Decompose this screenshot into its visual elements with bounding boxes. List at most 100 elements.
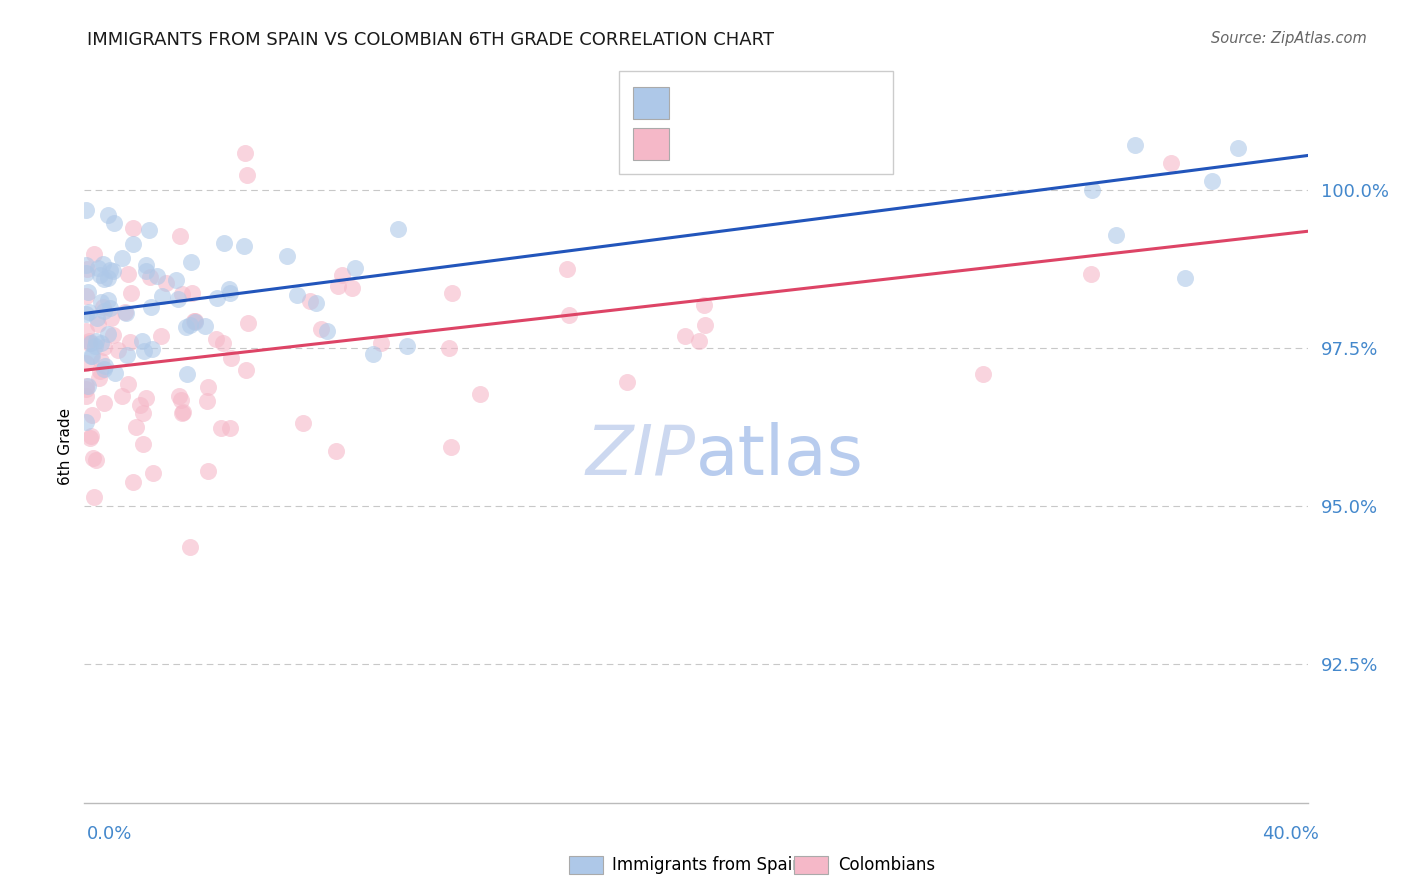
Point [305, 295, 328, 310]
Point [135, 391, 157, 405]
Point [101, 328, 124, 343]
Point [117, 348, 139, 362]
Point [82, 450, 104, 465]
Point [90, 354, 112, 368]
Point [75, 266, 97, 280]
Point [370, 336, 392, 351]
Point [332, 268, 354, 282]
Point [125, 420, 148, 434]
Point [101, 264, 124, 278]
Point [440, 441, 463, 455]
Point [80, 336, 103, 351]
Point [120, 285, 142, 300]
Point [77, 305, 100, 319]
Point [1105, 228, 1128, 243]
Point [172, 287, 194, 301]
Point [76, 285, 98, 300]
Point [83, 247, 105, 261]
Point [93, 340, 115, 354]
Point [91, 256, 114, 270]
Point [90, 295, 112, 310]
Point [142, 466, 165, 480]
Point [141, 342, 163, 356]
Point [468, 386, 491, 401]
Point [195, 394, 218, 409]
Point [616, 375, 638, 389]
Point [121, 220, 143, 235]
Point [132, 406, 155, 420]
Point [218, 282, 240, 296]
Text: Colombians: Colombians [838, 856, 935, 874]
Point [75, 379, 97, 393]
Point [291, 416, 314, 430]
Point [396, 339, 419, 353]
Point [104, 366, 127, 380]
Point [167, 389, 190, 403]
Point [184, 315, 207, 329]
Point [558, 308, 581, 322]
Point [87, 261, 110, 276]
Text: ZIP: ZIP [586, 422, 696, 489]
Point [692, 298, 714, 312]
Text: 0.0%: 0.0% [87, 825, 132, 843]
Point [79, 431, 101, 445]
Point [111, 389, 134, 403]
Point [276, 248, 298, 262]
Point [209, 421, 232, 435]
Point [146, 269, 169, 284]
Point [75, 415, 97, 429]
Point [150, 289, 173, 303]
Point [181, 285, 204, 300]
Point [75, 389, 97, 403]
Point [315, 324, 337, 338]
Point [135, 258, 157, 272]
Point [214, 236, 236, 251]
Point [197, 463, 219, 477]
Point [197, 380, 219, 394]
Point [176, 319, 198, 334]
Text: R = 0.296    N = 87: R = 0.296 N = 87 [679, 135, 855, 153]
Point [285, 288, 308, 302]
Point [135, 264, 157, 278]
Point [139, 269, 162, 284]
Point [86, 311, 108, 326]
Point [75, 356, 97, 370]
Point [176, 368, 198, 382]
Point [103, 216, 125, 230]
Text: R = 0.322    N = 72: R = 0.322 N = 72 [679, 94, 856, 112]
Point [87, 371, 110, 385]
Point [361, 347, 384, 361]
Point [1160, 156, 1182, 170]
Point [149, 329, 172, 343]
Point [100, 310, 122, 325]
Point [688, 334, 710, 349]
Point [326, 279, 349, 293]
Point [82, 408, 104, 422]
Point [439, 341, 461, 355]
Point [167, 292, 190, 306]
Point [673, 329, 696, 343]
Point [183, 313, 205, 327]
Point [972, 367, 994, 381]
Point [169, 228, 191, 243]
Point [165, 273, 187, 287]
Point [75, 258, 97, 272]
Point [114, 304, 136, 318]
Point [129, 398, 152, 412]
Point [77, 379, 100, 393]
Point [695, 318, 717, 333]
Point [83, 490, 105, 504]
Point [97, 270, 120, 285]
Point [97, 208, 120, 222]
Point [93, 304, 115, 318]
Point [122, 237, 145, 252]
Point [79, 335, 101, 350]
Point [1123, 137, 1146, 152]
Point [107, 343, 129, 358]
Point [93, 361, 115, 376]
Point [233, 145, 256, 160]
Point [172, 405, 194, 419]
Point [172, 406, 194, 420]
Point [219, 421, 242, 435]
Point [219, 286, 242, 301]
